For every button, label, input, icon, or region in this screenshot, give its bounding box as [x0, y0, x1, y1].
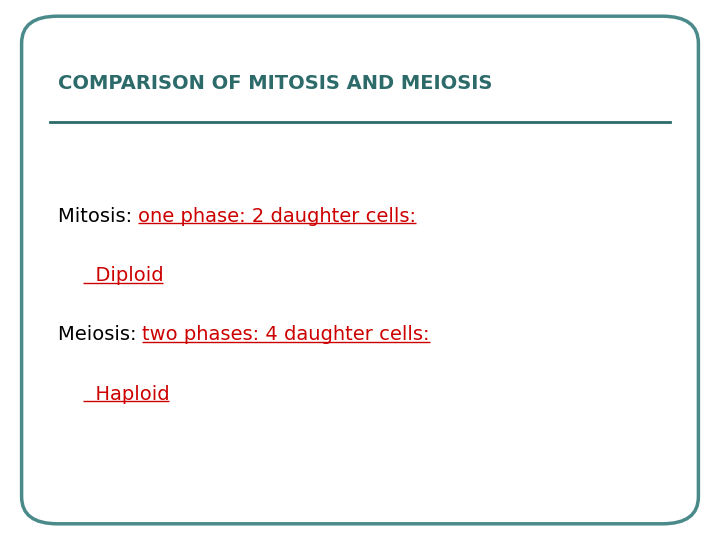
Text: one phase: 2 daughter cells:: one phase: 2 daughter cells:: [138, 206, 416, 226]
Text: two phases: 4 daughter cells:: two phases: 4 daughter cells:: [143, 325, 430, 345]
FancyBboxPatch shape: [22, 16, 698, 524]
Text: Meiosis:: Meiosis:: [58, 325, 143, 345]
Text: COMPARISON OF MITOSIS AND MEIOSIS: COMPARISON OF MITOSIS AND MEIOSIS: [58, 74, 492, 93]
Text: Diploid: Diploid: [83, 266, 163, 285]
Text: Mitosis:: Mitosis:: [58, 206, 138, 226]
Text: Haploid: Haploid: [83, 384, 169, 404]
